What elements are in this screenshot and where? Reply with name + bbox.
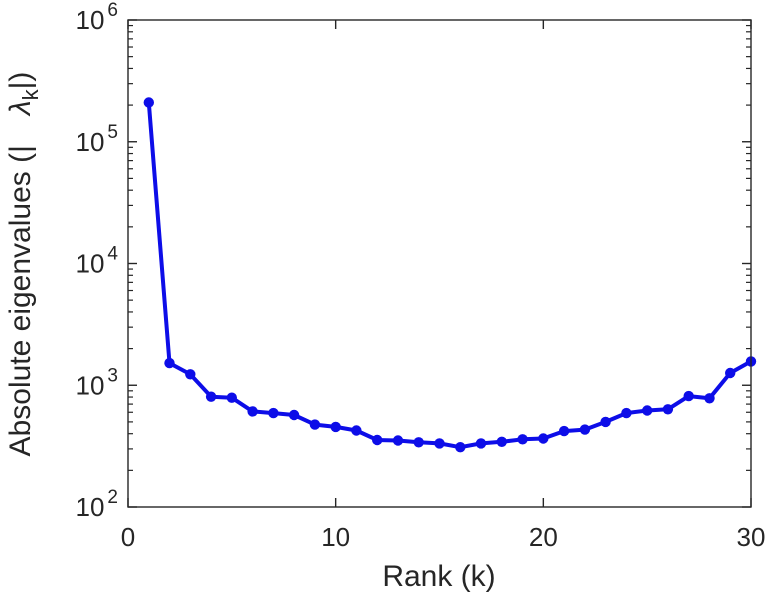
data-point-k22 <box>579 424 591 435</box>
data-point-k26 <box>662 404 674 415</box>
data-point-k28 <box>704 393 715 404</box>
data-point-k17 <box>475 438 487 449</box>
axis-ticks <box>127 19 752 508</box>
data-point-k21 <box>558 425 570 437</box>
data-point-k18 <box>496 436 507 447</box>
data-point-k7 <box>268 407 279 419</box>
data-point-k13 <box>392 435 404 446</box>
y-axis-label: Absolute eigenvalues (|λk|) <box>4 72 43 457</box>
data-point-k10 <box>330 421 341 433</box>
y-tick-label: 10 6 <box>76 0 119 35</box>
data-series-layer <box>143 97 757 453</box>
x-tick-label: 30 <box>737 522 766 552</box>
data-point-k15 <box>434 438 445 449</box>
data-point-k12 <box>372 434 383 446</box>
data-point-k9 <box>309 419 321 430</box>
data-point-k4 <box>205 391 217 402</box>
y-tick-label: 10 5 <box>76 122 119 157</box>
data-point-k20 <box>538 433 549 444</box>
data-point-k19 <box>517 434 528 445</box>
y-tick-label: 10 4 <box>76 244 119 279</box>
x-tick-label: 10 <box>321 522 350 552</box>
x-tick-label: 0 <box>121 522 135 552</box>
data-point-k27 <box>683 390 694 402</box>
data-point-k25 <box>642 405 653 416</box>
data-point-k6 <box>247 406 258 417</box>
data-point-k23 <box>600 416 611 428</box>
x-tick-label: 20 <box>529 522 558 552</box>
data-point-k16 <box>455 442 466 453</box>
plot-box <box>127 19 752 508</box>
data-point-k11 <box>351 425 362 436</box>
data-point-k3 <box>185 369 196 380</box>
y-tick-label: 10 3 <box>76 365 119 400</box>
data-point-k14 <box>413 437 424 448</box>
y-tick-label: 10 2 <box>76 487 119 522</box>
data-point-k29 <box>725 367 736 379</box>
data-point-k5 <box>226 392 237 403</box>
data-point-k24 <box>621 407 632 419</box>
eigenvalue-line <box>146 100 753 450</box>
data-point-k8 <box>288 409 300 421</box>
data-point-k2 <box>164 357 175 369</box>
data-point-k1 <box>143 97 154 108</box>
x-axis-label: Rank (k) <box>382 560 495 593</box>
